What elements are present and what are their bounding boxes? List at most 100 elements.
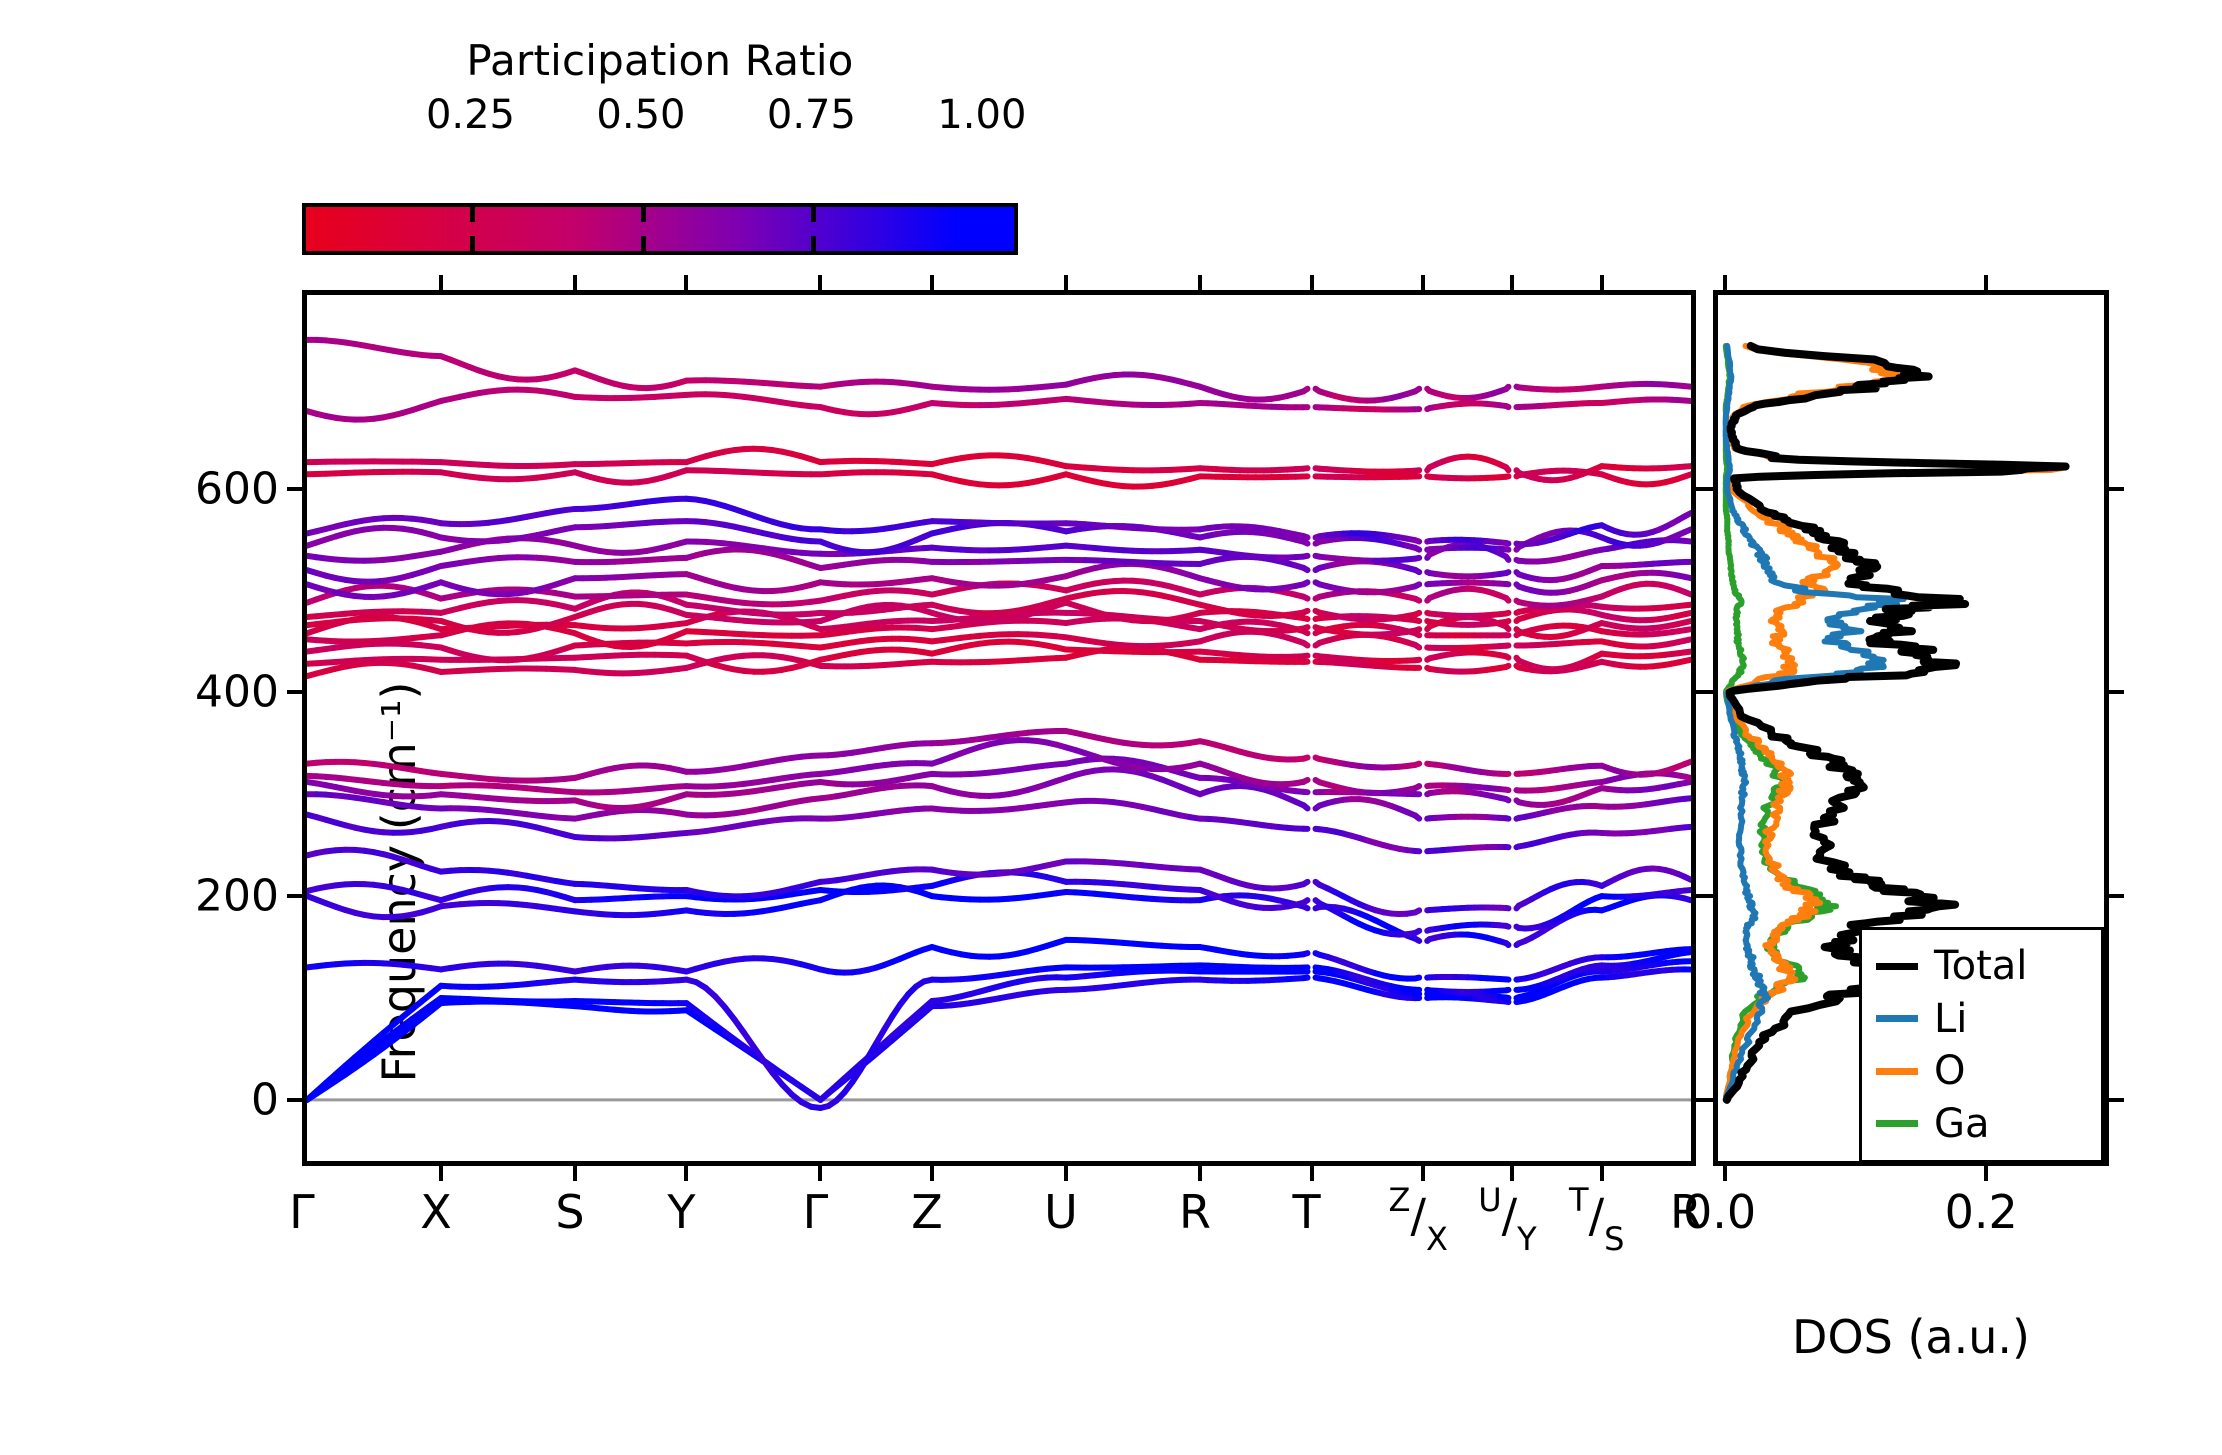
x-tick-label: Γ <box>802 1185 829 1239</box>
band-segment <box>1412 566 1423 576</box>
dos-curve-total <box>1722 341 2070 1104</box>
band-segment <box>1681 949 1691 956</box>
x-tick-label: T/S <box>1569 1181 1625 1258</box>
x-tick-label: U <box>1044 1185 1078 1239</box>
x-tick-top <box>1421 275 1426 295</box>
dos-y-tick-right <box>2104 1097 2124 1102</box>
colorbar-tick <box>470 207 476 222</box>
legend-swatch <box>1876 1015 1918 1023</box>
legend-swatch <box>1876 962 1918 970</box>
x-tick-label: Z/X <box>1388 1181 1448 1258</box>
colorbar-title: Participation Ratio <box>466 36 854 85</box>
dos-axis-label: DOS (a.u.) <box>1792 1310 2030 1364</box>
band-segment <box>1681 773 1691 781</box>
x-tick-top <box>818 275 823 295</box>
band-segment <box>1681 510 1691 520</box>
colorbar-tick-label: 0.75 <box>766 92 856 138</box>
band-segment <box>1412 812 1423 822</box>
x-tick <box>1309 1161 1314 1181</box>
band-segment <box>1681 626 1691 634</box>
dos-y-tick <box>1698 894 1718 899</box>
band-segment <box>1412 907 1423 916</box>
band-segment <box>1503 796 1512 804</box>
band-segment <box>1300 950 1311 958</box>
y-tick <box>287 486 307 491</box>
dos-axes <box>1698 275 2124 1181</box>
x-tick <box>572 1161 577 1181</box>
band-segment <box>1412 760 1423 768</box>
band-segment <box>1300 579 1311 588</box>
y-tick-label: 400 <box>195 666 279 718</box>
band-segment <box>1503 553 1512 563</box>
band-segment <box>1300 903 1311 912</box>
x-tick-top <box>684 275 689 295</box>
band-segment <box>1681 636 1691 644</box>
legend-item-ga: Ga <box>1862 1098 2101 1151</box>
x-tick-label: U/Y <box>1478 1181 1537 1258</box>
band-segment <box>1681 601 1691 609</box>
band-segment <box>1412 974 1423 982</box>
dos-x-tick-top <box>1722 275 1727 295</box>
dos-curves <box>1722 341 2070 1104</box>
x-tick-top <box>930 275 934 295</box>
legend-label: Total <box>1934 943 2028 990</box>
band-segment <box>1503 383 1512 393</box>
band-segment <box>1300 754 1311 762</box>
band-segment <box>1300 593 1311 602</box>
band-segment <box>1681 895 1691 904</box>
dos-y-tick <box>1698 486 1718 491</box>
dos-curve-li <box>1722 342 1907 1103</box>
x-tick-top <box>1197 275 1202 295</box>
band-segment <box>1412 626 1423 634</box>
band-segment <box>1681 609 1691 618</box>
band-segment <box>1300 776 1311 785</box>
band-segment <box>1412 630 1423 639</box>
band-segment <box>1300 564 1311 574</box>
colorbar-tick <box>811 207 817 222</box>
band-segment <box>1412 554 1423 562</box>
dos-y-tick-right <box>2104 894 2124 899</box>
x-tick-top <box>572 275 577 295</box>
y-tick <box>287 1097 307 1102</box>
dos-x-tick-top <box>1984 275 1989 295</box>
x-tick-label: Z <box>911 1185 943 1239</box>
x-tick-top <box>1510 275 1515 295</box>
x-tick-label: S <box>555 1185 585 1239</box>
band-segment <box>1681 471 1691 480</box>
legend-label: Ga <box>1934 1100 1990 1147</box>
dos-y-tick <box>1698 690 1718 695</box>
colorbar-tick-label: 0.25 <box>425 92 515 138</box>
legend-item-o: O <box>1862 1045 2101 1098</box>
x-tick-label: R <box>1670 1185 1702 1239</box>
x-tick-label: X <box>420 1185 452 1239</box>
x-tick-label: Y <box>667 1185 696 1239</box>
band-plot-area <box>307 295 1691 1161</box>
y-tick <box>287 894 307 899</box>
band-segment <box>1503 539 1512 547</box>
band-segment <box>1503 618 1512 625</box>
dos-x-tick-label: 0.2 <box>1944 1185 2018 1239</box>
legend-item-total: Total <box>1862 940 2101 993</box>
band-segment <box>1412 783 1423 792</box>
band-segment <box>1412 385 1423 395</box>
dos-x-tick <box>1722 1161 1727 1181</box>
x-tick-top <box>1309 275 1314 295</box>
band-segment <box>1300 533 1311 541</box>
band-segment <box>1300 624 1311 632</box>
dos-y-tick <box>1698 1097 1718 1102</box>
x-tick <box>684 1161 689 1181</box>
x-tick-top <box>1599 275 1604 295</box>
dos-y-tick-right <box>2104 690 2124 695</box>
x-tick <box>1421 1161 1426 1181</box>
band-segment <box>1503 653 1512 661</box>
dos-plot-area <box>1718 295 2104 1161</box>
band-segment <box>1503 403 1512 411</box>
band-segment <box>1681 618 1691 626</box>
y-tick <box>287 690 307 695</box>
band-segment <box>1300 538 1311 547</box>
colorbar-tick-label: 0.50 <box>596 92 686 138</box>
band-segment <box>1300 802 1311 812</box>
x-tick <box>1197 1161 1202 1181</box>
band-segment <box>1412 927 1423 936</box>
